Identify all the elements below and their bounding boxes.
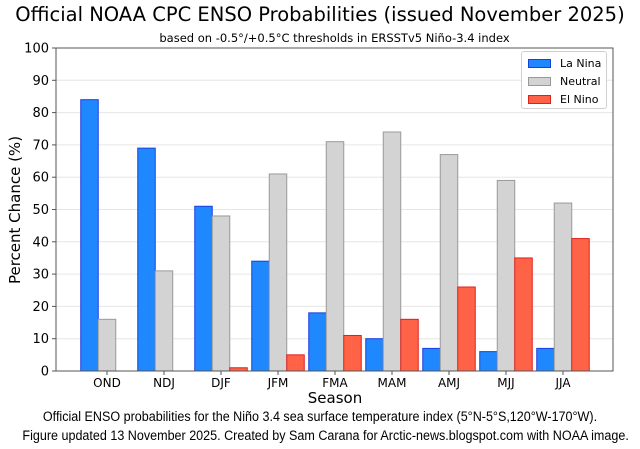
legend-label: Neutral [560,74,601,88]
x-tick-label: AMJ [438,376,460,390]
y-tick-label: 100 [24,42,49,57]
bar-neutral-ond [97,318,117,372]
x-tick-label: FMA [322,376,348,390]
x-tick-label: OND [93,376,121,390]
y-tick-label: 10 [32,332,49,347]
y-tick-label: 90 [32,74,49,89]
bar-la-nina-ond [80,99,99,372]
bars [80,99,590,372]
x-tick-label: MJJ [497,376,514,390]
legend-label: El Nino [560,92,599,106]
chart-subtitle: based on -0.5°/+0.5°C thresholds in ERSS… [159,31,510,45]
legend-swatch-la-nina [528,58,551,68]
bar-la-nina-jfm [251,260,270,372]
x-axis-ticks: OND NDJ DJF JFM FMA MAM AMJ MJJ JJA [93,371,571,390]
x-axis-label: Season [308,389,362,407]
y-tick-label: 50 [32,203,49,218]
legend-swatch-neutral [528,76,551,86]
bar-neutral-ndj [154,270,174,372]
y-tick-label: 60 [32,171,49,186]
bar-el-nino-jja [571,238,590,372]
bar-la-nina-jja [536,347,555,372]
bar-el-nino-fma [343,334,362,372]
x-tick-label: DJF [211,376,231,390]
bar-el-nino-amj [457,286,476,372]
bar-neutral-jja [553,202,573,372]
y-tick-label: 20 [32,300,49,315]
bar-la-nina-mjj [479,351,498,372]
x-tick-label: JJA [554,376,571,390]
bar-el-nino-jfm [286,354,305,372]
legend-swatch-el-nino [528,94,551,104]
y-tick-label: 70 [32,138,49,153]
legend: La Nina Neutral El Nino [521,51,607,109]
y-axis-label: Percent Chance (%) [6,136,24,284]
bar-neutral-fma [325,141,345,372]
caption-line-2: Figure updated 13 November 2025. Created… [22,428,629,443]
legend-item-la-nina: La Nina [528,55,601,71]
bar-la-nina-ndj [137,147,156,372]
legend-item-el-nino: El Nino [528,91,599,107]
y-tick-label: 0 [41,365,49,380]
bar-neutral-djf [211,215,231,372]
x-tick-label: MAM [378,376,407,390]
y-tick-label: 30 [32,268,49,283]
x-tick-label: NDJ [153,376,175,390]
legend-label: La Nina [560,56,602,70]
bar-la-nina-mam [365,338,384,372]
chart-title: Official NOAA CPC ENSO Probabilities (is… [15,3,625,26]
bar-neutral-mam [382,131,402,372]
bar-neutral-amj [439,154,459,372]
y-axis-ticks: 0 10 20 30 40 50 60 70 80 90 100 [24,42,56,380]
y-tick-label: 40 [32,235,49,250]
bar-la-nina-djf [194,205,213,372]
x-tick-label: JFM [267,376,289,390]
bar-neutral-jfm [268,173,288,372]
caption-line-1: Official ENSO probabilities for the Niño… [42,409,598,424]
bar-la-nina-fma [308,312,327,372]
bar-neutral-mjj [496,179,516,372]
bar-el-nino-mam [400,318,419,372]
bar-el-nino-mjj [514,257,533,372]
y-tick-label: 80 [32,106,49,121]
legend-item-neutral: Neutral [528,73,601,89]
bar-la-nina-amj [422,347,441,372]
